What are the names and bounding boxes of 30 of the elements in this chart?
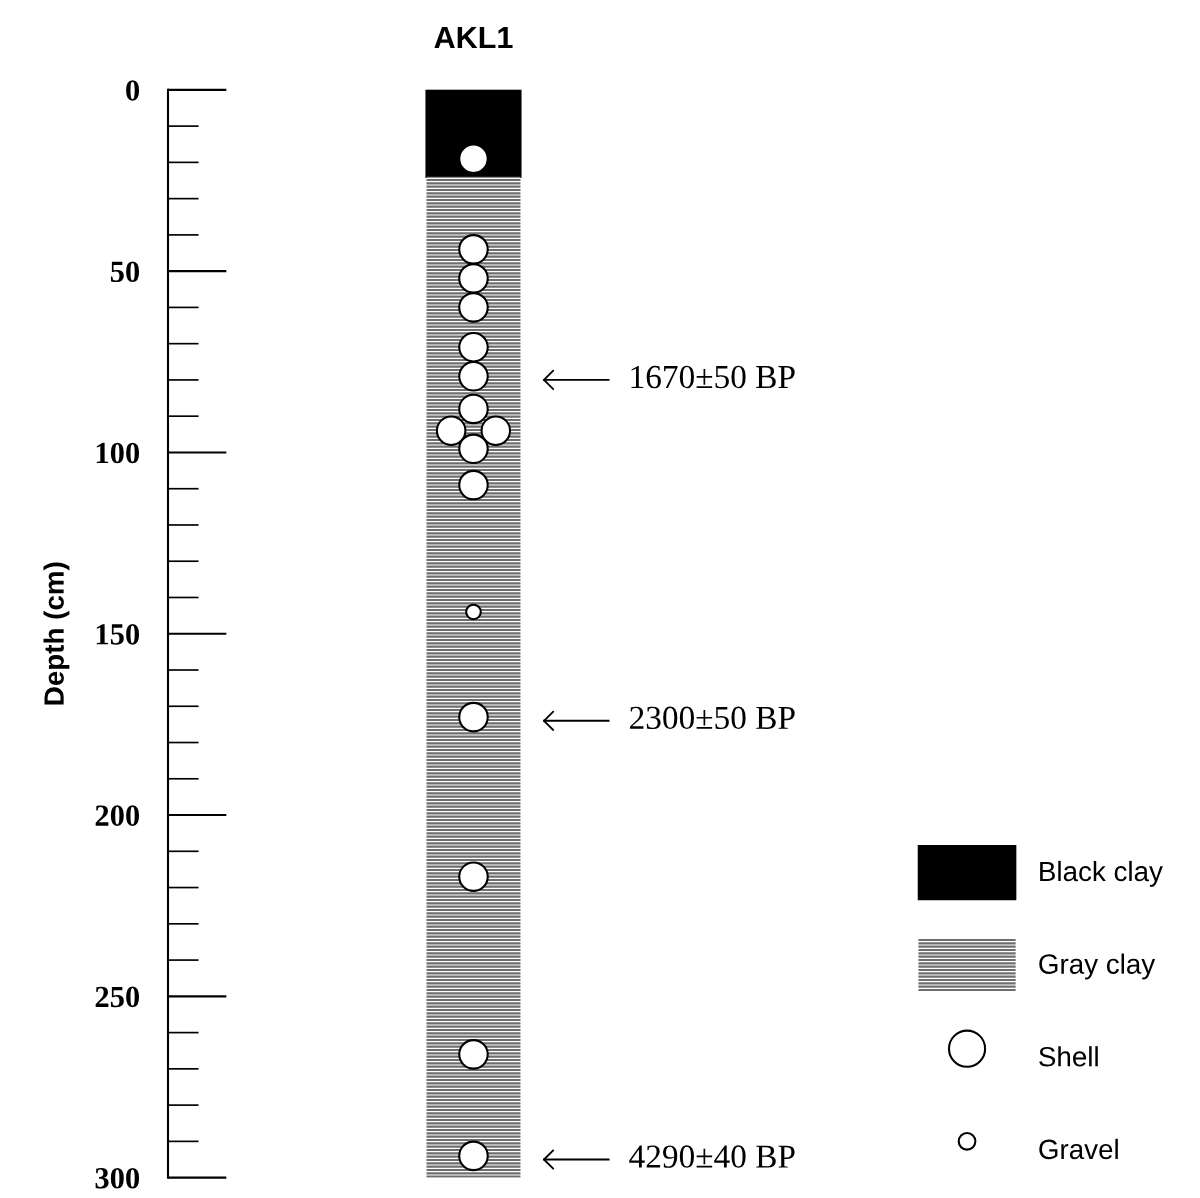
point [458,143,489,175]
point [458,332,489,363]
ref-line-label: 2300±50 BP [630,706,795,730]
ref-line-label: 4290±40 BP [629,1145,795,1168]
point [458,433,489,465]
legend-label: Black clay [1040,860,1163,887]
y-tick-label: 100 [96,442,140,464]
point [465,603,482,621]
ref-line-label: 1670±50 BP [631,365,795,389]
y-tick-label: 0 [126,80,140,101]
y-tick-label: 300 [95,1167,140,1189]
point [458,393,489,425]
legend-label: Shell [1039,1046,1098,1067]
y-tick-label: 50 [110,261,140,283]
y-tick-label: 200 [95,805,140,826]
y-tick-label: 150 [96,624,140,645]
legend-label: Gray clay [1039,953,1156,980]
y-axis-title: Depth (cm) [43,562,70,705]
legend-label: Gravel [1039,1138,1118,1160]
point [458,701,489,733]
point [458,263,489,294]
point [458,234,489,265]
point [458,469,489,501]
point [458,1140,489,1172]
point [458,361,489,392]
point [458,861,489,892]
point [458,292,489,323]
y-tick-label: 250 [95,986,140,1008]
x-tick-label: AKL1 [434,27,513,49]
point [458,1039,489,1070]
